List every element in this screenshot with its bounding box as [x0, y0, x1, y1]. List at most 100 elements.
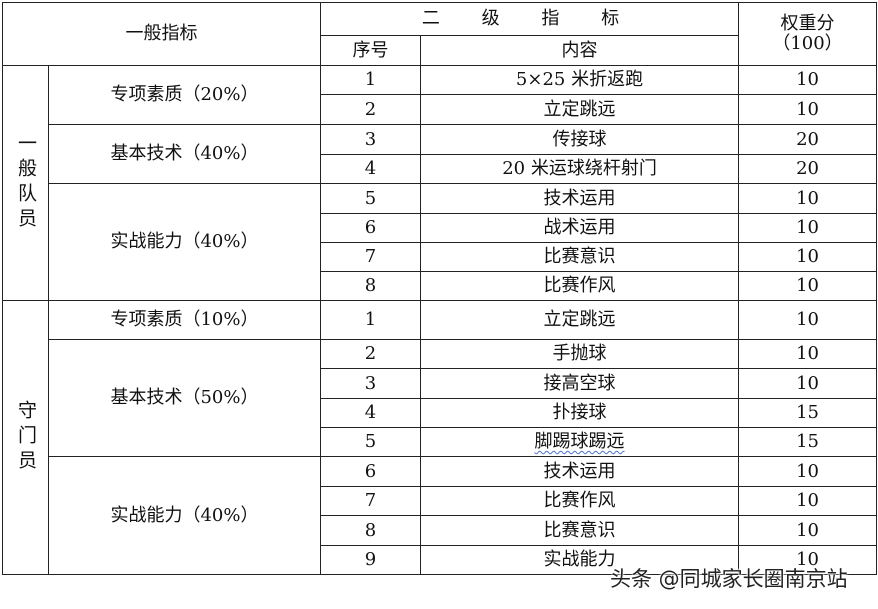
seq-cell-text: 2: [364, 343, 377, 365]
category-cell: 实战能力（40%）: [48, 183, 321, 301]
content-cell: 立定跳远: [419, 300, 740, 340]
seq-cell: 5: [320, 183, 421, 214]
content-cell-text: 立定跳远: [543, 98, 616, 120]
score-cell: 10: [738, 300, 878, 340]
seq-cell-text: 3: [364, 128, 377, 150]
content-cell: 5×25 米折返跑: [419, 65, 740, 95]
score-cell-text: 10: [796, 490, 819, 512]
score-cell-text: 10: [796, 246, 819, 268]
seq-cell-text: 6: [364, 460, 377, 482]
category-cell: 基本技术（40%）: [48, 124, 321, 184]
table-row: 实战能力（40%） 6 技术运用 10: [3, 456, 878, 575]
indicator-table: 一般指标 二 级 指 标 权重分 （100） 序号 内容 一般队员 专项素质（20%…: [2, 2, 878, 575]
seq-cell: 2: [320, 339, 421, 369]
seq-cell-text: 1: [364, 69, 377, 91]
score-cell-text: 10: [796, 217, 819, 239]
content-cell: 接高空球: [419, 368, 740, 399]
score-cell-text: 10: [796, 372, 819, 394]
score-cell: 10: [738, 213, 878, 243]
seq-cell: 5: [320, 427, 421, 457]
secondary-indicator-header: 二 级 指 标: [319, 2, 740, 36]
score-cell-text: 10: [796, 275, 819, 297]
seq-cell: 6: [320, 456, 421, 487]
content-cell-text: 实战能力: [543, 549, 616, 571]
content-cell: 传接球: [419, 124, 740, 155]
seq-cell: 4: [320, 398, 421, 428]
weight-total: （100）: [772, 33, 843, 54]
content-cell: 立定跳远: [419, 94, 740, 125]
content-cell-text: 技术运用: [543, 460, 616, 482]
table-row: 4 扑接球 15: [3, 398, 878, 428]
content-cell: 手抛球: [419, 339, 740, 369]
score-cell-text: 20: [796, 128, 819, 150]
seq-cell-text: 3: [364, 372, 377, 394]
table-row: 一般队员 专项素质（20%） 1 5×25 米折返跑 10: [2, 65, 878, 301]
content-cell-text: 脚踢球踢远: [534, 431, 625, 453]
weight-label: 权重分: [780, 13, 835, 35]
table-row: 9 实战能力 10: [3, 545, 878, 575]
seq-cell: 8: [320, 515, 421, 546]
role-cell: 一般队员: [2, 65, 49, 301]
score-cell-text: 15: [796, 402, 819, 424]
content-cell-text: 20 米运球绕杆射门: [502, 158, 657, 180]
score-cell: 20: [738, 124, 878, 155]
seq-cell: 4: [320, 154, 421, 184]
score-cell: 20: [738, 154, 878, 184]
seq-cell-text: 7: [364, 246, 377, 268]
score-cell-text: 10: [796, 343, 819, 365]
weight-header: 权重分 （100）: [738, 2, 878, 66]
seq-cell: 7: [320, 486, 421, 516]
seq-cell: 6: [320, 213, 421, 243]
seq-cell: 1: [320, 65, 421, 95]
content-cell-text: 传接球: [552, 128, 607, 150]
content-header: 内容: [419, 35, 740, 66]
score-cell-text: 10: [796, 460, 819, 482]
seq-cell-text: 1: [364, 309, 377, 331]
content-cell-text: 比赛作风: [543, 490, 616, 512]
content-cell: 技术运用: [419, 183, 740, 214]
seq-cell-text: 8: [364, 275, 377, 297]
content-cell-text: 比赛意识: [543, 246, 616, 268]
content-cell-text: 立定跳远: [543, 309, 616, 331]
score-cell: 10: [738, 65, 878, 95]
category-cell: 实战能力（40%）: [48, 456, 321, 575]
seq-cell: 3: [320, 124, 421, 155]
seq-cell-text: 5: [364, 187, 377, 209]
seq-cell: 8: [320, 271, 421, 301]
content-cell: 扑接球: [419, 398, 740, 428]
content-cell-text: 比赛意识: [543, 519, 616, 541]
seq-cell: 3: [320, 368, 421, 399]
score-cell: 10: [738, 339, 878, 369]
category-cell: 专项素质（10%）: [48, 300, 321, 340]
table-row: 7 比赛作风 10: [3, 486, 878, 516]
content-cell-text: 5×25 米折返跑: [515, 69, 644, 91]
seq-cell-text: 4: [364, 402, 377, 424]
role-cell: 守门员: [2, 300, 49, 575]
content-cell-text: 战术运用: [543, 217, 616, 239]
general-indicator-header: 一般指标: [2, 2, 321, 66]
table-row: 基本技术（50%） 2 手抛球 10: [3, 339, 878, 457]
seq-cell-text: 2: [364, 98, 377, 120]
content-cell: 实战能力: [419, 545, 740, 575]
score-cell: 10: [738, 545, 878, 575]
seq-cell-text: 6: [364, 217, 377, 239]
score-cell: 15: [738, 427, 878, 457]
table-row: 基本技术（40%） 3 传接球 20: [3, 124, 878, 184]
score-cell: 10: [738, 183, 878, 214]
content-cell: 战术运用: [419, 213, 740, 243]
seq-cell: 7: [320, 242, 421, 272]
seq-cell-text: 5: [364, 431, 377, 453]
score-cell: 10: [738, 368, 878, 399]
content-cell: 技术运用: [419, 456, 740, 487]
category-cell: 基本技术（50%）: [48, 339, 321, 457]
table-row: 5 脚踢球踢远 15: [3, 427, 878, 457]
table-row: 8 比赛作风 10: [3, 271, 878, 301]
content-cell: 比赛作风: [419, 271, 740, 301]
table-row: 7 比赛意识 10: [3, 242, 878, 272]
score-cell: 10: [738, 486, 878, 516]
content-cell: 20 米运球绕杆射门: [419, 154, 740, 184]
score-cell: 10: [738, 456, 878, 487]
watermark: 头条 @同城家长圈南京站: [610, 567, 848, 591]
seq-cell-text: 4: [364, 158, 377, 180]
score-cell: 10: [738, 242, 878, 272]
